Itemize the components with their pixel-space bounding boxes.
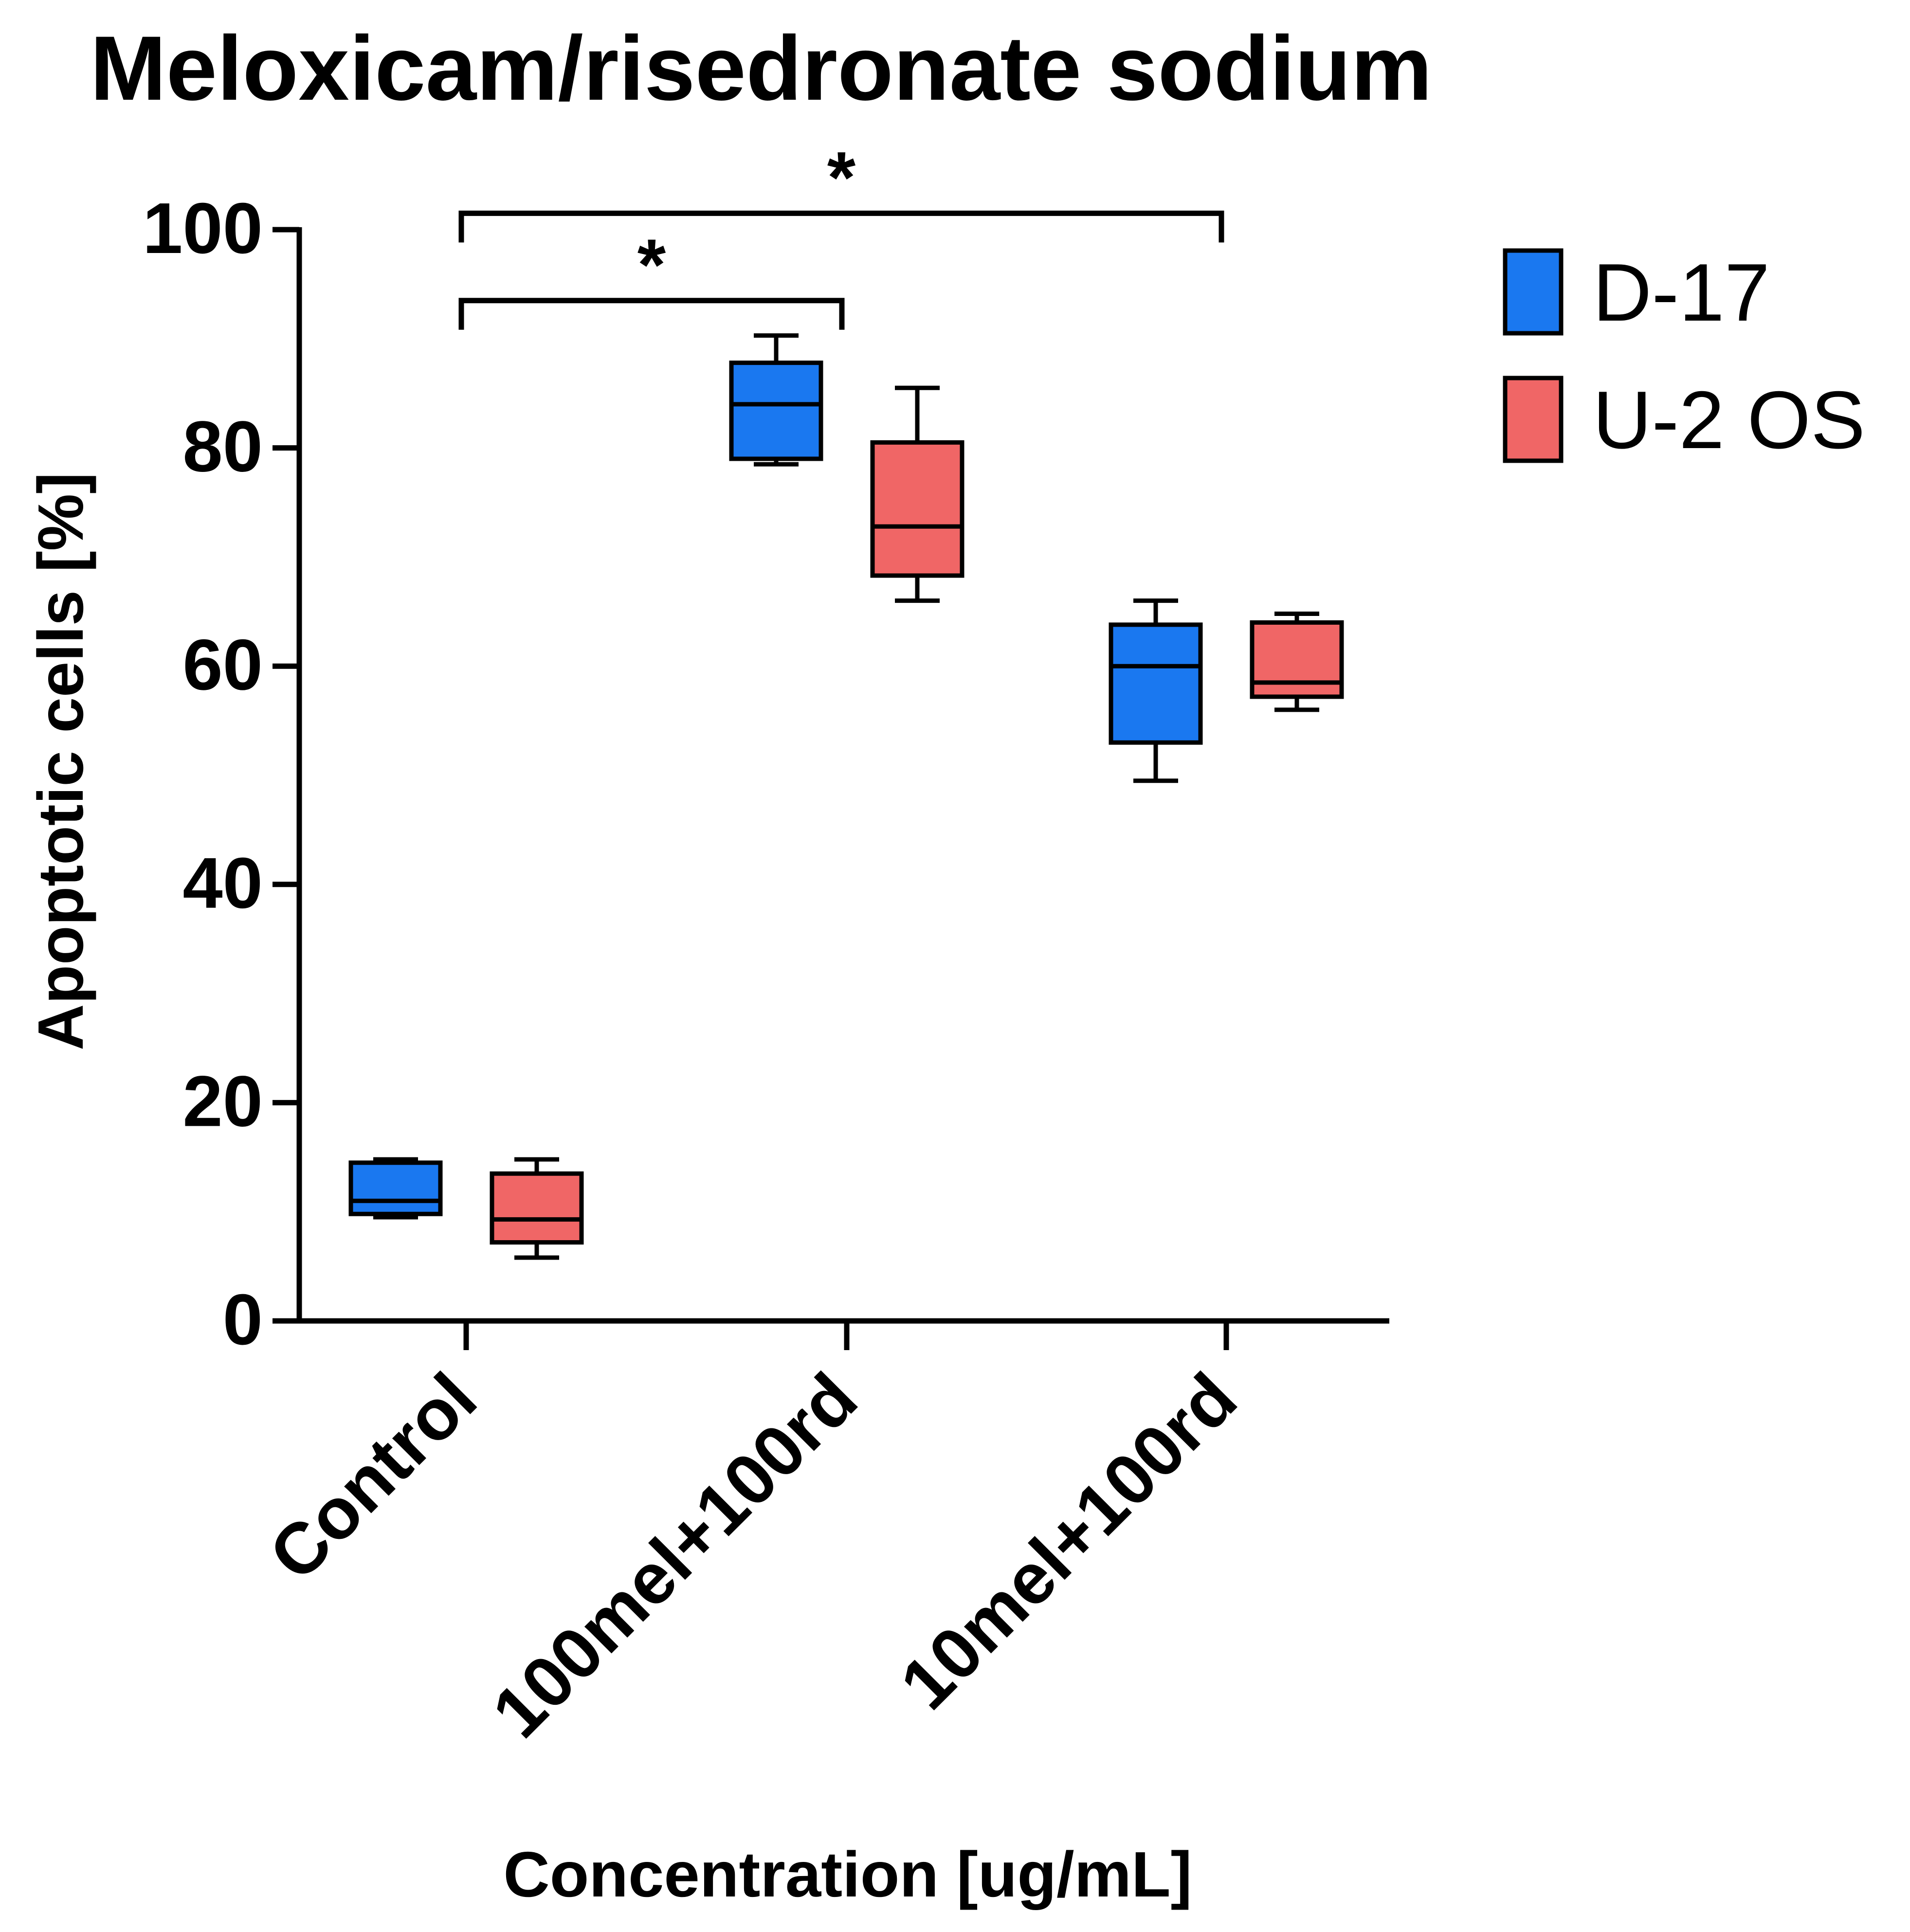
bracket-line xyxy=(458,210,1224,243)
significance-label: * xyxy=(637,224,666,306)
box-iqr xyxy=(348,1160,443,1216)
x-tick-label: 100mel+100rd xyxy=(477,1358,873,1753)
legend-label: D-17 xyxy=(1593,247,1770,338)
box-iqr xyxy=(490,1171,584,1245)
x-tick-label: Control xyxy=(254,1358,492,1596)
legend-item-d-17: D-17 xyxy=(1503,247,1770,338)
box-iqr xyxy=(729,361,823,461)
legend-item-u-2-os: U-2 OS xyxy=(1503,374,1865,466)
x-axis-title: Concentration [ug/mL] xyxy=(503,1839,1192,1910)
box-iqr xyxy=(1109,622,1203,745)
legend: D-17 U-2 OS xyxy=(1503,247,1865,466)
y-tick-label: 60 xyxy=(182,625,263,705)
box-u-2-os-0 xyxy=(490,1157,584,1260)
chart-title: Meloxicam/risedronate sodium xyxy=(90,17,1432,119)
y-tick-label: 40 xyxy=(182,843,263,923)
significance-bracket-0: * xyxy=(458,224,845,330)
y-axis-title: Apoptotic cells [%] xyxy=(25,472,96,1050)
bracket-line xyxy=(458,298,845,330)
box-u-2-os-1 xyxy=(870,385,964,603)
legend-label: U-2 OS xyxy=(1593,374,1865,466)
significance-bracket-1: * xyxy=(458,136,1224,243)
y-tick-label: 80 xyxy=(182,407,263,487)
box-u-2-os-2 xyxy=(1250,612,1344,712)
legend-swatch xyxy=(1503,248,1564,336)
box-iqr xyxy=(870,440,964,578)
legend-swatch xyxy=(1503,376,1564,463)
y-tick-label: 20 xyxy=(182,1061,263,1141)
box-iqr xyxy=(1250,620,1344,699)
box-d-17-0 xyxy=(348,1157,443,1220)
y-tick-label: 100 xyxy=(143,188,263,269)
y-tick-label: 0 xyxy=(223,1280,263,1360)
box-d-17-1 xyxy=(729,333,823,467)
box-d-17-2 xyxy=(1109,598,1203,783)
x-tick-label: 10mel+100rd xyxy=(885,1358,1252,1725)
significance-label: * xyxy=(827,136,856,218)
